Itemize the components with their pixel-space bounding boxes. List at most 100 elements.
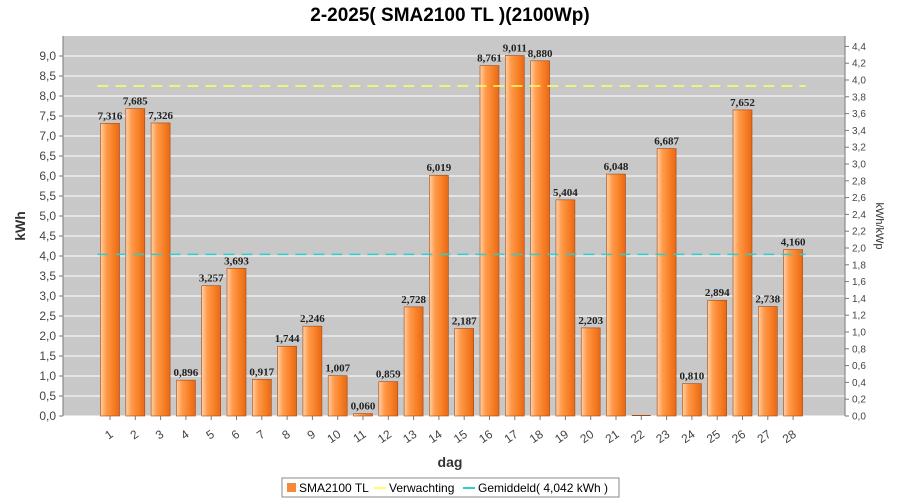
bars: [100, 55, 803, 417]
bar-data-label: 7,652: [730, 97, 755, 109]
y-tick-label: 1,5: [39, 349, 56, 363]
right-axis: 0,0 0,2 0,4 0,6 0,8 1,0 1,2 1,4 1,6 1,8 2,0 2,2 2,4 2…: [844, 36, 866, 423]
bar: [732, 109, 753, 417]
x-tick-label: 23: [653, 427, 672, 446]
y2-axis-title: kWh/kWp: [873, 202, 885, 249]
y2-tick-label: 2,0: [852, 243, 866, 254]
y2-tick-label: 0,8: [852, 344, 866, 355]
y-tick-label: 1,0: [39, 369, 56, 383]
bar: [504, 55, 525, 417]
y-tick-label: 4,5: [39, 229, 56, 243]
y2-tick-label: 3,4: [852, 126, 866, 137]
x-tick-label: 20: [577, 427, 596, 446]
legend-label-series: SMA2100 TL: [299, 481, 369, 495]
x-tick-label: 4: [178, 427, 192, 442]
x-tick-label: 21: [603, 427, 622, 446]
x-tick-label: 5: [203, 427, 217, 442]
bar: [403, 306, 424, 417]
bar: [707, 299, 728, 417]
y-axis-title: kWh: [12, 211, 28, 241]
x-tick-label: 19: [552, 427, 571, 446]
y-tick-label: 5,5: [39, 189, 56, 203]
y2-tick-label: 0,4: [852, 378, 866, 389]
bar-data-label: 1,007: [325, 363, 350, 375]
y2-tick-label: 2,6: [852, 193, 866, 204]
x-tick-label: 26: [729, 427, 748, 446]
bar-data-label: 8,761: [477, 53, 502, 65]
x-tick-label: 27: [755, 427, 774, 446]
x-tick-label: 8: [279, 427, 293, 442]
y-tick-label: 7,5: [39, 109, 56, 123]
bar: [226, 267, 247, 417]
bar: [327, 375, 348, 417]
y2-tick-label: 2,8: [852, 176, 866, 187]
y-tick-label: 9,0: [39, 49, 56, 63]
y2-tick-label: 1,6: [852, 277, 866, 288]
y2-tick-label: 1,8: [852, 260, 866, 271]
x-tick-label: 22: [628, 427, 647, 446]
bar-data-label: 3,693: [224, 255, 249, 267]
bar: [100, 123, 120, 417]
bar: [378, 381, 399, 417]
bar-data-label: 2,203: [578, 315, 603, 327]
x-axis: 1 2 3 4 5 6 7 8 9 10 11 12 13 14 15 16 17 18 19 20 21 22 23 24 2…: [102, 416, 799, 446]
bar: [479, 65, 500, 417]
y-tick-label: 6,5: [39, 149, 56, 163]
bar: [353, 413, 373, 417]
legend-box: [281, 477, 620, 498]
x-tick-label: 17: [502, 427, 521, 446]
bar-data-label: 0,810: [680, 371, 705, 383]
bar-data-label: 2,728: [401, 294, 426, 306]
bar: [580, 327, 601, 417]
bar: [150, 122, 171, 417]
bar: [302, 325, 323, 417]
x-tick-label: 12: [375, 427, 394, 446]
y2-tick-label: 0,6: [852, 361, 866, 372]
x-tick-label: 10: [324, 427, 343, 446]
x-tick-label: 18: [527, 427, 546, 446]
y-tick-label: 4,0: [39, 249, 56, 263]
y2-tick-label: 4,4: [852, 42, 866, 53]
bar: [252, 379, 272, 417]
x-tick-label: 3: [153, 427, 167, 442]
y-tick-label: 7,0: [39, 129, 56, 143]
x-tick-label: 9: [305, 427, 319, 442]
bar: [125, 108, 146, 417]
x-tick-label: 28: [780, 427, 799, 446]
y2-tick-label: 2,2: [852, 227, 866, 238]
bar-data-label: 4,160: [781, 237, 806, 249]
plot-area: [63, 36, 845, 416]
bar-data-label: 0,859: [376, 369, 401, 381]
x-tick-label: 2: [128, 427, 142, 442]
y-tick-label: 8,0: [39, 89, 56, 103]
x-tick-label: 7: [254, 427, 268, 442]
bar: [176, 379, 196, 417]
bar: [201, 285, 221, 417]
legend: SMA2100 TL Verwachting Gemiddeld( 4,042 …: [281, 477, 620, 498]
bar-data-label: 2,738: [755, 293, 780, 305]
y2-tick-label: 0,2: [852, 395, 866, 406]
bar-data-label: 3,257: [199, 273, 224, 285]
x-tick-label: 1: [102, 427, 116, 442]
gridlines: [63, 55, 845, 417]
y-tick-label: 0,5: [39, 389, 56, 403]
bar-data-label: 7,326: [148, 110, 173, 122]
bar-data-label: 7,316: [98, 110, 123, 122]
legend-label-verwachting: Verwachting: [389, 481, 454, 495]
y-tick-label: 5,0: [39, 209, 56, 223]
bar-data-label: 0,896: [174, 367, 199, 379]
bar-data-label: 6,048: [604, 161, 629, 173]
bar-data-label: 0,060: [351, 401, 376, 413]
y2-tick-label: 0,0: [852, 412, 866, 423]
x-tick-label: 25: [704, 427, 723, 446]
x-tick-label: 24: [679, 427, 698, 446]
y2-tick-label: 1,2: [852, 311, 866, 322]
y2-tick-label: 1,4: [852, 294, 866, 305]
bar: [555, 199, 576, 417]
x-tick-label: 16: [476, 427, 495, 446]
x-tick-label: 11: [350, 427, 369, 446]
y2-tick-label: 3,0: [852, 159, 866, 170]
reference-lines: [97, 85, 806, 256]
